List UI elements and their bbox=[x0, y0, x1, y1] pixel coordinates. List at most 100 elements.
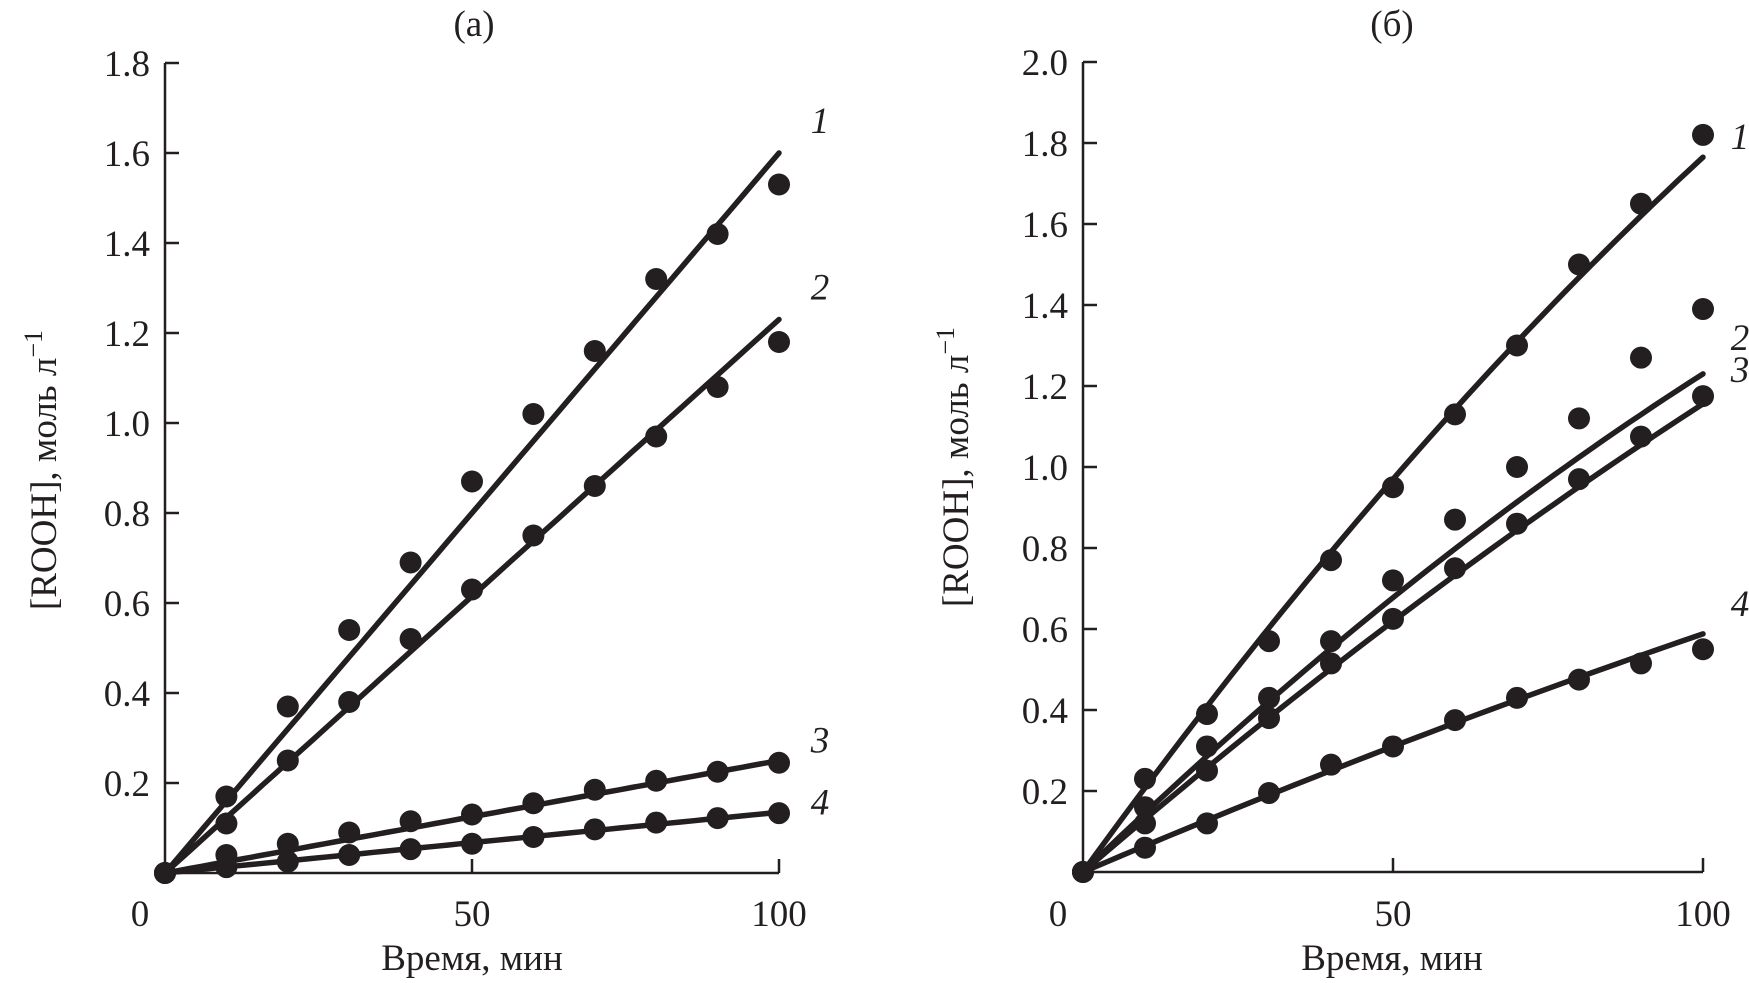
data-point-4 bbox=[583, 818, 606, 841]
data-points bbox=[1072, 123, 1714, 883]
data-point-3 bbox=[522, 792, 545, 815]
data-point-3 bbox=[1568, 468, 1590, 491]
y-tick-label: 0.8 bbox=[104, 494, 150, 535]
data-point-3 bbox=[1134, 812, 1156, 835]
data-point-1 bbox=[522, 403, 545, 425]
data-point-1 bbox=[461, 470, 483, 493]
data-point-2 bbox=[1134, 796, 1156, 819]
data-point-4 bbox=[461, 832, 483, 855]
data-point-4 bbox=[1134, 836, 1156, 859]
data-point-1 bbox=[1320, 549, 1342, 572]
data-point-2 bbox=[1568, 407, 1590, 430]
ticks: 0.2 0.4 0.6 0.8 1.0 1.2 1.4 1.6 1.8 2.0 0 50 100 bbox=[1022, 43, 1731, 935]
data-point-2 bbox=[1444, 508, 1466, 531]
ticks: 0.2 0.4 0.6 0.8 1.0 1.2 1.4 1.6 1.8 0 50 100 bbox=[104, 44, 807, 935]
fit-line-1 bbox=[162, 150, 782, 876]
y-axis-title: [ROOH], моль л−1 bbox=[931, 327, 977, 607]
panel-b: (б) [ROOH], моль л−1 Время, мин 0.20.40.… bbox=[931, 4, 1749, 979]
y-tick-label: 0.2 bbox=[104, 764, 150, 805]
x-tick-label: 50 bbox=[1375, 894, 1412, 935]
y-axis-title-superscript: −1 bbox=[931, 327, 960, 355]
data-point-1 bbox=[1444, 403, 1466, 426]
data-point-4 bbox=[154, 862, 176, 884]
data-point-4 bbox=[1506, 686, 1528, 709]
data-point-3 bbox=[276, 832, 299, 855]
data-point-4 bbox=[215, 856, 238, 879]
data-point-3 bbox=[1692, 385, 1714, 408]
data-point-1 bbox=[215, 785, 238, 808]
data-point-2 bbox=[1506, 456, 1528, 478]
data-point-2 bbox=[768, 331, 790, 353]
y-tick-label: 0.6 bbox=[104, 584, 150, 625]
data-point-2 bbox=[215, 812, 238, 835]
data-point-3 bbox=[1320, 652, 1342, 675]
data-point-4 bbox=[1320, 753, 1342, 776]
data-point-3 bbox=[1196, 759, 1218, 782]
data-point-4 bbox=[1072, 861, 1094, 883]
data-point-1 bbox=[1258, 630, 1280, 653]
y-tick-label: 1.6 bbox=[104, 134, 150, 175]
curve-labels: 1 2 3 4 bbox=[810, 101, 830, 823]
y-tick-label: 1.2 bbox=[104, 314, 150, 355]
data-point-2 bbox=[1630, 346, 1652, 369]
data-point-1 bbox=[338, 619, 361, 641]
data-point-3 bbox=[1630, 425, 1652, 448]
data-point-2 bbox=[399, 628, 422, 650]
data-point-4 bbox=[1258, 782, 1280, 805]
data-point-4 bbox=[338, 844, 361, 866]
curve-label-4: 4 bbox=[811, 782, 830, 823]
y-tick-label: 1.4 bbox=[1022, 286, 1068, 327]
y-axis-title: [ROOH], моль л−1 bbox=[19, 330, 65, 610]
x-tick-label: 0 bbox=[1049, 894, 1068, 935]
y-tick-label: 1.2 bbox=[1022, 367, 1068, 408]
data-point-2 bbox=[1692, 298, 1714, 321]
y-tick-label: 1.6 bbox=[1022, 205, 1068, 246]
data-point-1 bbox=[1196, 703, 1218, 726]
data-point-3 bbox=[1258, 707, 1280, 730]
data-point-3 bbox=[1382, 607, 1404, 630]
y-tick-label: 2.0 bbox=[1022, 43, 1068, 84]
data-point-3 bbox=[1506, 512, 1528, 535]
x-axis-title: Время, мин bbox=[381, 938, 563, 979]
y-tick-label: 0.4 bbox=[104, 674, 150, 715]
y-tick-label: 0.8 bbox=[1022, 529, 1068, 570]
data-point-3 bbox=[1444, 557, 1466, 580]
data-point-1 bbox=[645, 268, 668, 290]
data-point-1 bbox=[1630, 192, 1652, 215]
panel-title: (б) bbox=[1370, 4, 1413, 45]
curve-label-3: 3 bbox=[810, 721, 830, 762]
x-tick-label: 0 bbox=[131, 894, 150, 935]
fit-line-3 bbox=[1080, 401, 1706, 875]
data-point-3 bbox=[399, 810, 422, 833]
data-point-3 bbox=[583, 778, 606, 801]
data-point-1 bbox=[1692, 123, 1714, 146]
y-tick-label: 1.8 bbox=[104, 44, 150, 85]
y-tick-label: 1.8 bbox=[1022, 124, 1068, 165]
curve-label-2: 2 bbox=[811, 268, 830, 309]
axes bbox=[163, 63, 779, 875]
y-tick-label: 1.0 bbox=[1022, 448, 1068, 489]
y-tick-label: 0.4 bbox=[1022, 691, 1068, 732]
data-point-1 bbox=[399, 551, 422, 574]
y-tick-label: 0.2 bbox=[1022, 772, 1068, 813]
data-point-4 bbox=[399, 838, 422, 861]
data-point-2 bbox=[706, 376, 729, 398]
data-point-2 bbox=[1382, 569, 1404, 592]
data-point-3 bbox=[338, 821, 361, 844]
data-point-4 bbox=[522, 826, 545, 848]
curve-label-2: 2 bbox=[1731, 318, 1749, 359]
data-point-4 bbox=[1568, 668, 1590, 691]
data-point-2 bbox=[338, 691, 361, 713]
data-point-2 bbox=[1320, 630, 1342, 653]
data-point-3 bbox=[768, 751, 790, 774]
data-point-4 bbox=[1196, 812, 1218, 835]
data-point-4 bbox=[1444, 709, 1466, 732]
data-point-1 bbox=[1134, 767, 1156, 790]
data-point-1 bbox=[276, 695, 299, 718]
data-point-4 bbox=[1692, 638, 1714, 661]
data-point-2 bbox=[461, 578, 483, 601]
data-point-2 bbox=[1258, 686, 1280, 709]
data-point-4 bbox=[706, 807, 729, 830]
data-point-4 bbox=[1382, 735, 1404, 758]
